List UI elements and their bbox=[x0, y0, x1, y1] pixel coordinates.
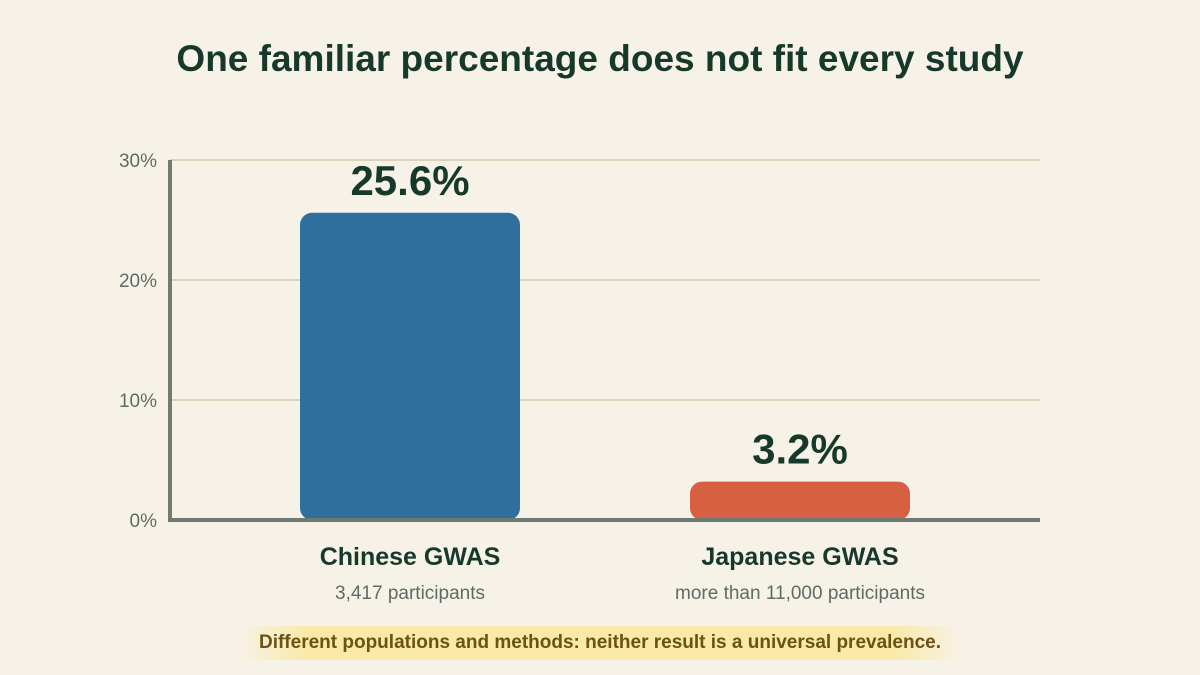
bar-labels: 25.6% Chinese GWAS 3,417 participants 3.2% J… bbox=[320, 157, 925, 604]
category-subtitle: more than 11,000 participants bbox=[675, 583, 925, 604]
value-label: 25.6% bbox=[350, 157, 469, 204]
y-axis-ticks: 0% 10% 20% 30% bbox=[119, 151, 157, 532]
value-label: 3.2% bbox=[752, 426, 848, 473]
y-tick-label: 20% bbox=[119, 271, 157, 292]
y-tick-label: 10% bbox=[119, 391, 157, 412]
bars bbox=[300, 212, 910, 521]
bar bbox=[300, 212, 520, 521]
footnote: Different populations and methods: neith… bbox=[236, 626, 964, 660]
category-label: Chinese GWAS bbox=[320, 543, 501, 571]
category-subtitle: 3,417 participants bbox=[335, 583, 485, 604]
bar bbox=[690, 481, 910, 520]
y-tick-label: 30% bbox=[119, 151, 157, 172]
category-label: Japanese GWAS bbox=[701, 543, 898, 571]
y-tick-label: 0% bbox=[130, 511, 158, 532]
chart-title: One familiar percentage does not fit eve… bbox=[176, 38, 1024, 79]
